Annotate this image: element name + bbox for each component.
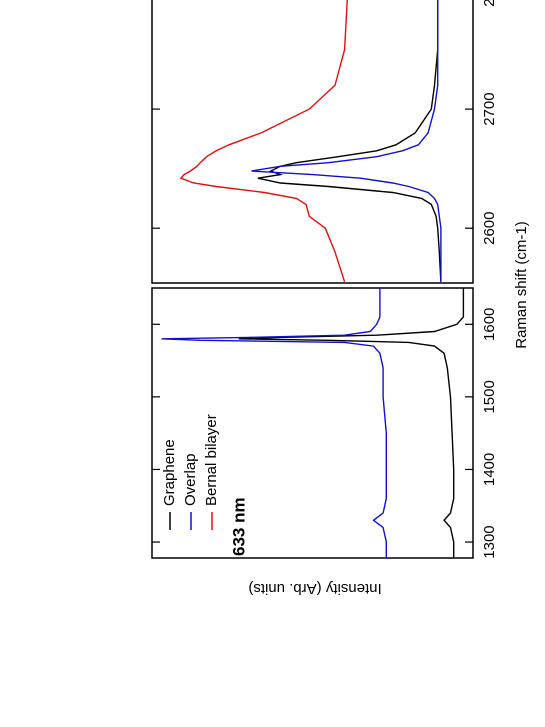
x-tick-label: 1600 — [481, 308, 498, 341]
legend-label: Graphene — [161, 439, 178, 506]
x-tick-label: 2700 — [481, 92, 498, 125]
plot-frame — [151, 287, 474, 559]
legend-label: Overlap — [182, 453, 199, 506]
spectrum-line — [251, 0, 442, 282]
annotation: 633 nm — [229, 497, 248, 556]
x-axis-label: Raman shift (cm-1) — [513, 221, 530, 349]
spectrum-line — [179, 0, 348, 283]
x-tick-label: 1500 — [481, 380, 498, 413]
plot-frame — [151, 0, 474, 284]
x-tick-label: 2600 — [481, 212, 498, 245]
spectrum-line — [238, 288, 465, 558]
x-tick-label: 1300 — [481, 525, 498, 558]
legend-label: Bernal bilayer — [203, 414, 220, 506]
spectrum-line — [161, 288, 387, 558]
x-tick-label: 1400 — [481, 453, 498, 486]
y-axis-label: Intensity (Arb. units) — [248, 580, 381, 597]
x-tick-label: 2800 — [481, 0, 498, 7]
spectrum-line — [257, 0, 442, 282]
